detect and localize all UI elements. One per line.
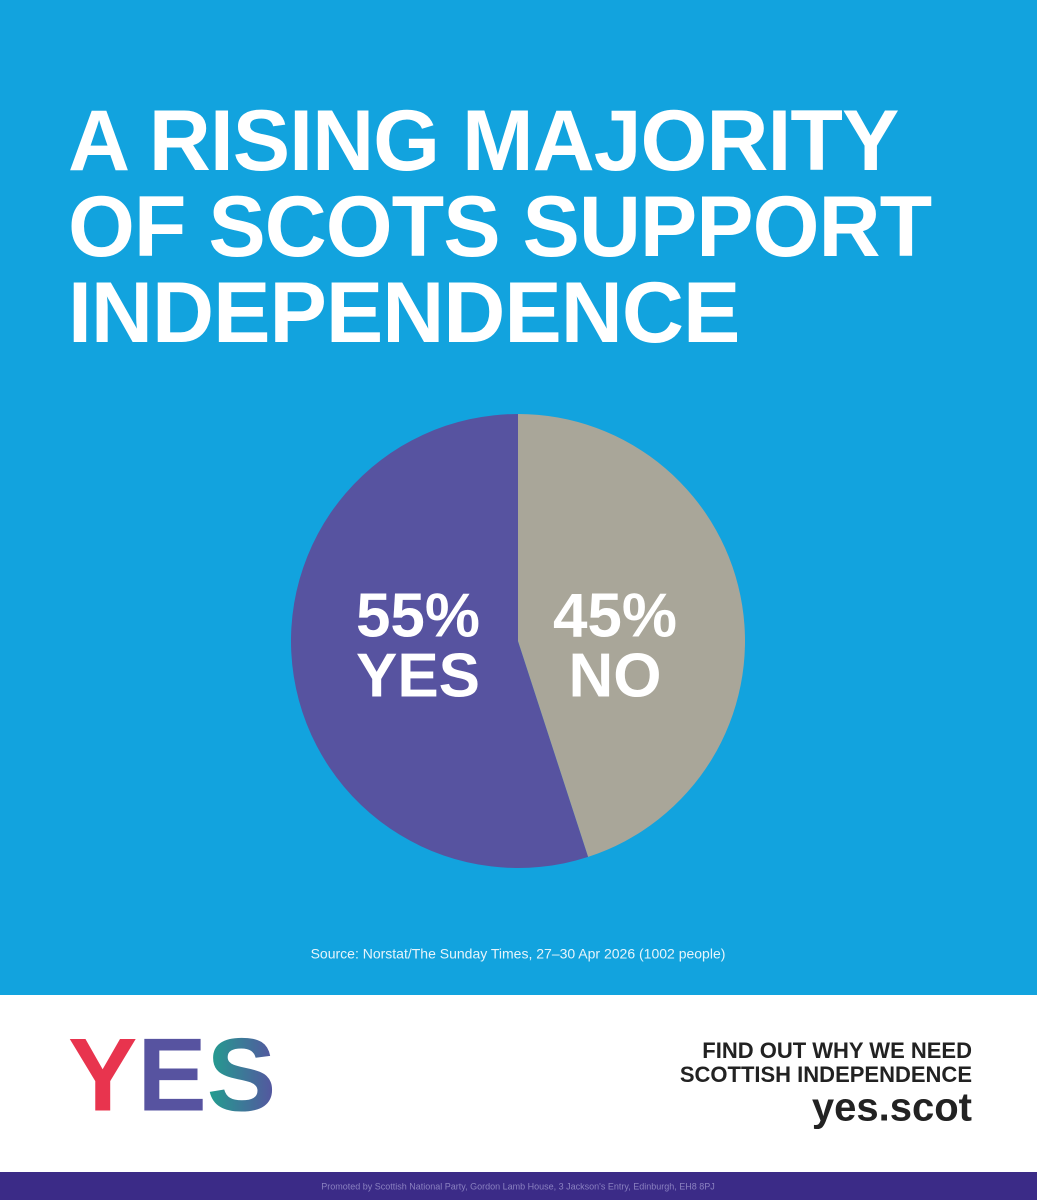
tagline: FIND OUT WHY WE NEED xyxy=(702,1038,972,1063)
chart-title: A RISING MAJORITY OF SCOTS SUPPORT INDEP… xyxy=(68,93,932,361)
pie-slice xyxy=(290,414,589,869)
imprint: Promoted by Scottish National Party, Gor… xyxy=(321,1181,715,1191)
url: yes.scot xyxy=(812,1086,972,1130)
logo: YES xyxy=(68,1017,276,1133)
footer-band xyxy=(0,995,1037,1172)
value-label: 45% xyxy=(553,581,677,650)
source: Source: Norstat/The Sunday Times, 27–30 … xyxy=(311,946,726,962)
category-label: YES xyxy=(356,641,480,710)
pie-slice xyxy=(518,414,745,857)
imprint-band xyxy=(0,1172,1037,1200)
value-label: 55% xyxy=(356,581,480,650)
tagline: SCOTTISH INDEPENDENCE xyxy=(680,1062,972,1087)
category-label: NO xyxy=(569,641,662,710)
